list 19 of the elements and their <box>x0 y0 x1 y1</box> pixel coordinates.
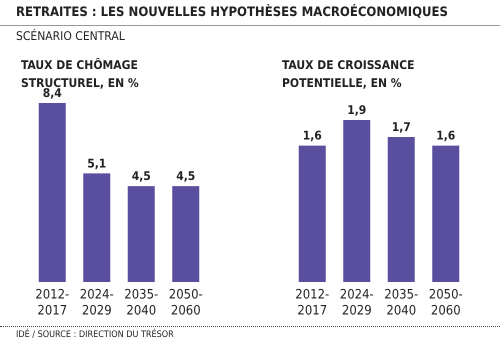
text: SCÉNARIO CENTRAL <box>16 29 125 43</box>
chart-title: TAUX DE CROISSANCE POTENTIELLE, EN % <box>282 58 414 90</box>
data-label: 5,1 <box>87 156 106 170</box>
data-label: 1,6 <box>302 128 322 143</box>
x-tick-label: 2012-2017 <box>295 288 330 318</box>
data-label: 1,7 <box>392 120 411 134</box>
x-tick-label: 2050-2060 <box>168 288 203 318</box>
x-tick-label: 2035-2040 <box>124 288 158 318</box>
text: IDÉ / SOURCE : DIRECTION DU TRÉSOR <box>16 330 174 340</box>
text: RETRAITES : LES NOUVELLES HYPOTHÈSES MACROÉCONOMIQUES <box>16 5 448 20</box>
x-tick-label: 2024-2029 <box>80 288 114 318</box>
data-label: 1,9 <box>347 103 366 117</box>
data-label: 4,5 <box>132 169 151 184</box>
x-tick-label: 2035-2040 <box>384 288 418 318</box>
data-label: 4,5 <box>176 169 196 184</box>
x-tick-label: 2050-2060 <box>428 288 463 318</box>
x-tick-label: 2024-2029 <box>340 288 374 318</box>
data-label: 1,6 <box>436 128 456 143</box>
x-tick-label: 2012-2017 <box>35 288 70 318</box>
